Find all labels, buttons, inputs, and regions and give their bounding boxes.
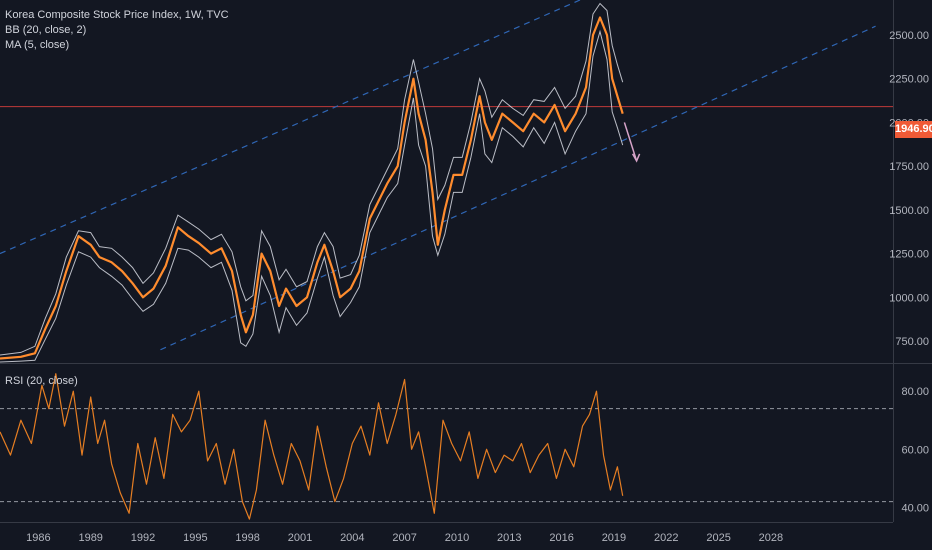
time-axis-tick: 1995 [183,532,207,544]
projection-arrow-head [631,153,641,163]
time-axis-tick: 1986 [26,532,50,544]
rsi-indicator-label[interactable]: RSI (20, close) [5,375,78,387]
time-axis-tick: 2010 [445,532,469,544]
time-axis-tick: 2022 [654,532,678,544]
projection-arrow-line [623,122,638,162]
time-axis-tick: 2016 [549,532,573,544]
price-axis-tick: 1000.00 [889,292,929,304]
rsi-legend: RSI (20, close) [5,374,78,389]
price-axis-tick: 1250.00 [889,249,929,261]
channel-lower-line [160,25,876,351]
price-axis-tick: 750.00 [895,336,929,348]
ma-line [0,16,624,360]
bb-indicator-label[interactable]: BB (20, close, 2) [5,24,87,36]
price-axis-tick: 1750.00 [889,161,929,173]
time-axis-tick: 2001 [288,532,312,544]
rsi-axis-tick: 60.00 [901,444,929,456]
rsi-axis-tick: 40.00 [901,502,929,514]
rsi-line [0,373,624,520]
rsi-axis-tick: 80.00 [901,386,929,398]
time-axis-tick: 2007 [392,532,416,544]
price-axis-tick: 2250.00 [889,74,929,86]
price-axis-tick: 1500.00 [889,205,929,217]
upper-band-line [0,2,624,356]
time-axis-tick: 2013 [497,532,521,544]
time-axis-tick: 2025 [706,532,730,544]
time-axis-tick: 1989 [78,532,102,544]
time-axis-tick: 2028 [759,532,783,544]
main-legend: Korea Composite Stock Price Index, 1W, T… [5,8,229,53]
lower-band-line [0,29,624,363]
last-price-tag: 1946.90 [895,121,932,138]
time-axis-tick: 2019 [602,532,626,544]
ma-indicator-label[interactable]: MA (5, close) [5,39,70,51]
price-axis-tick: 2500.00 [889,30,929,42]
time-axis-tick: 1998 [235,532,259,544]
time-axis-tick: 2004 [340,532,364,544]
symbol-title[interactable]: Korea Composite Stock Price Index, 1W, T… [5,9,229,21]
time-axis-tick: 1992 [131,532,155,544]
